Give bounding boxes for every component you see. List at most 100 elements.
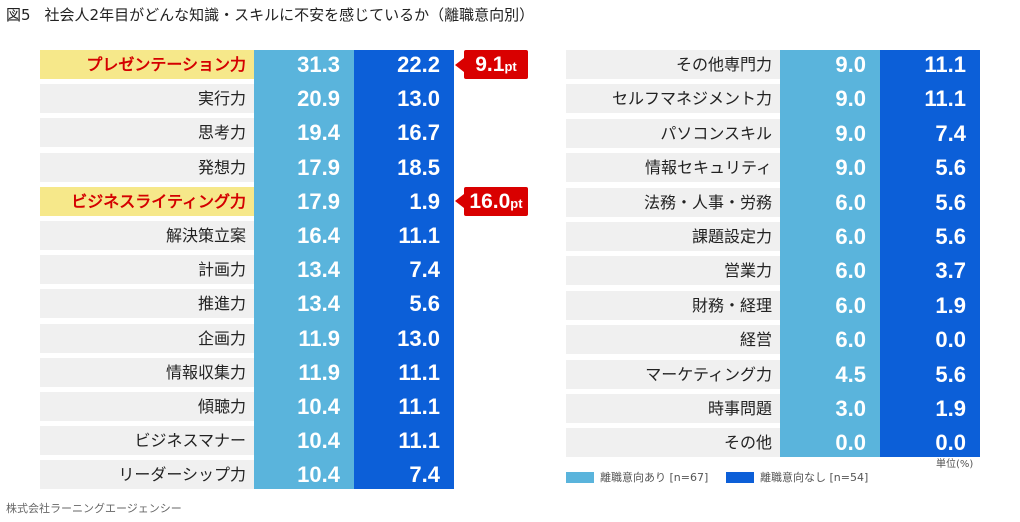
value-cell-series1: 6.0 bbox=[780, 222, 880, 251]
row-background bbox=[566, 394, 780, 423]
value-cell-series1: 6.0 bbox=[780, 187, 880, 217]
row-background bbox=[40, 255, 254, 285]
value-cell-series2: 1.9 bbox=[880, 394, 980, 423]
table-row: その他専門力 9.0 11.1 bbox=[566, 50, 980, 79]
table-row: 法務・人事・労務 6.0 5.6 bbox=[566, 187, 980, 217]
value-cell-series2: 11.1 bbox=[354, 221, 454, 250]
unit-label: 単位(%) bbox=[936, 459, 974, 470]
row-background bbox=[40, 392, 254, 421]
value-cell-series1: 13.4 bbox=[254, 289, 354, 319]
value-cell-series1: 13.4 bbox=[254, 255, 354, 285]
difference-arrow bbox=[455, 57, 464, 72]
legend-swatch bbox=[726, 471, 754, 483]
value-cell-series2: 22.2 bbox=[354, 50, 454, 79]
source-credit: 株式会社ラーニングエージェンシー bbox=[6, 502, 182, 515]
row-background bbox=[566, 84, 780, 114]
category-label: 財務・経理 bbox=[691, 295, 772, 315]
value-cell-series1: 3.0 bbox=[780, 394, 880, 423]
row-background bbox=[566, 290, 780, 320]
row-background bbox=[40, 323, 254, 353]
difference-value: 16.0 bbox=[469, 189, 511, 213]
legend-swatch bbox=[566, 471, 594, 483]
category-label: 発想力 bbox=[197, 157, 246, 177]
value-cell-series2: 3.7 bbox=[880, 256, 980, 286]
category-label: 計画力 bbox=[197, 260, 246, 280]
row-background bbox=[40, 186, 254, 216]
title-text: 社会人2年目がどんな知識・スキルに不安を感じているか（離職意向別） bbox=[44, 6, 535, 24]
difference-badge: 9.1pt bbox=[464, 50, 528, 79]
category-label: 実行力 bbox=[197, 89, 246, 109]
table-row: 計画力 13.4 7.4 bbox=[40, 255, 454, 285]
value-cell-series2: 16.7 bbox=[354, 118, 454, 148]
value-cell-series1: 31.3 bbox=[254, 50, 354, 79]
value-cell-series1: 10.4 bbox=[254, 460, 354, 490]
table-row: 思考力 19.4 16.7 bbox=[40, 118, 454, 148]
table-row: 時事問題 3.0 1.9 bbox=[566, 394, 980, 423]
table-row: 推進力 13.4 5.6 bbox=[40, 289, 454, 319]
value-cell-series2: 5.6 bbox=[354, 289, 454, 319]
table-row: セルフマネジメント力 9.0 11.1 bbox=[566, 84, 980, 114]
table-row: その他 0.0 0.0 bbox=[566, 428, 980, 458]
value-cell-series2: 0.0 bbox=[880, 428, 980, 458]
table-row: プレゼンテーション力 31.3 22.2 bbox=[40, 50, 454, 79]
row-background bbox=[566, 153, 780, 183]
category-label: 経営 bbox=[739, 330, 772, 350]
value-cell-series2: 5.6 bbox=[880, 359, 980, 389]
category-label: 時事問題 bbox=[707, 399, 772, 418]
table-row: ビジネスライティング力 17.9 1.9 bbox=[40, 186, 454, 216]
difference-value: 9.1 bbox=[475, 53, 505, 76]
value-cell-series1: 0.0 bbox=[780, 428, 880, 458]
value-cell-series1: 6.0 bbox=[780, 290, 880, 320]
value-cell-series2: 11.1 bbox=[354, 357, 454, 387]
table-row: パソコンスキル 9.0 7.4 bbox=[566, 118, 980, 148]
value-cell-series2: 13.0 bbox=[354, 323, 454, 353]
value-cell-series1: 6.0 bbox=[780, 325, 880, 355]
value-cell-series2: 7.4 bbox=[354, 460, 454, 490]
value-cell-series2: 11.1 bbox=[354, 392, 454, 421]
value-cell-series2: 7.4 bbox=[354, 255, 454, 285]
category-label: 傾聴力 bbox=[197, 397, 246, 416]
value-cell-series2: 0.0 bbox=[880, 325, 980, 355]
value-cell-series1: 11.9 bbox=[254, 357, 354, 387]
series-column-fill bbox=[880, 50, 980, 458]
category-label: マーケティング力 bbox=[645, 364, 772, 384]
category-label: 法務・人事・労務 bbox=[643, 192, 772, 212]
table-row: 実行力 20.9 13.0 bbox=[40, 84, 454, 114]
difference-arrow bbox=[455, 194, 464, 209]
value-cell-series1: 9.0 bbox=[780, 118, 880, 148]
category-label: 思考力 bbox=[197, 123, 246, 143]
row-background bbox=[566, 50, 780, 79]
category-label: プレゼンテーション力 bbox=[86, 55, 246, 74]
value-cell-series1: 4.5 bbox=[780, 359, 880, 389]
value-cell-series2: 11.1 bbox=[880, 50, 980, 79]
row-background bbox=[566, 428, 780, 458]
value-cell-series1: 17.9 bbox=[254, 152, 354, 182]
value-cell-series1: 20.9 bbox=[254, 84, 354, 114]
difference-unit: pt bbox=[504, 59, 517, 74]
row-background bbox=[40, 50, 254, 79]
table-row: 財務・経理 6.0 1.9 bbox=[566, 290, 980, 320]
series-column-fill bbox=[780, 50, 880, 458]
difference-unit: pt bbox=[510, 195, 523, 211]
value-cell-series2: 5.6 bbox=[880, 222, 980, 251]
table-row: 営業力 6.0 3.7 bbox=[566, 256, 980, 286]
category-label: 推進力 bbox=[197, 294, 246, 314]
chart-title: 図5 社会人2年目がどんな知識・スキルに不安を感じているか（離職意向別） bbox=[6, 4, 534, 25]
row-background bbox=[40, 84, 254, 114]
row-background bbox=[40, 357, 254, 387]
row-background bbox=[566, 118, 780, 148]
row-background bbox=[566, 222, 780, 251]
value-cell-series1: 11.9 bbox=[254, 323, 354, 353]
table-row: 情報セキュリティ 9.0 5.6 bbox=[566, 153, 980, 183]
value-cell-series1: 9.0 bbox=[780, 50, 880, 79]
row-background bbox=[40, 221, 254, 250]
row-background bbox=[566, 187, 780, 217]
category-label: 企画力 bbox=[197, 328, 246, 348]
row-background bbox=[566, 325, 780, 355]
category-label: ビジネスライティング力 bbox=[71, 191, 246, 211]
row-background bbox=[40, 289, 254, 319]
table-row: ビジネスマナー 10.4 11.1 bbox=[40, 426, 454, 456]
category-label: その他専門力 bbox=[675, 55, 772, 74]
value-cell-series2: 11.1 bbox=[880, 84, 980, 114]
row-background bbox=[40, 426, 254, 456]
